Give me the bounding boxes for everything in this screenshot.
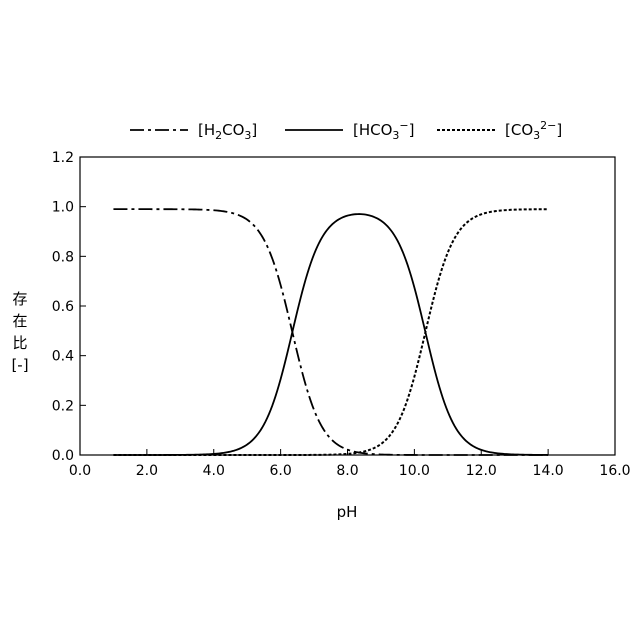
x-axis-title: pH [337, 503, 358, 521]
y-tick-label: 0.2 [52, 398, 74, 414]
x-tick-label: 14.0 [533, 463, 564, 479]
series-line-0 [113, 209, 548, 455]
x-tick-label: 8.0 [336, 463, 358, 479]
legend-label: [HCO3−] [353, 119, 415, 142]
y-tick-label: 0.8 [52, 249, 74, 265]
x-tick-label: 10.0 [399, 463, 430, 479]
legend-label: [CO32−] [505, 119, 562, 142]
y-axis-title-char: 存 [12, 290, 27, 308]
x-tick-label: 16.0 [599, 463, 630, 479]
y-tick-label: 1.0 [52, 200, 74, 216]
x-tick-label: 0.0 [69, 463, 91, 479]
series-line-2 [113, 209, 548, 455]
y-tick-label: 1.2 [52, 150, 74, 166]
legend-label: [H2CO3] [198, 121, 257, 142]
x-tick-label: 4.0 [203, 463, 225, 479]
y-axis-title-char: 在 [12, 312, 27, 330]
x-tick-label: 12.0 [466, 463, 497, 479]
y-axis: 0.0 0.2 0.4 0.6 0.8 1.0 1.2 [52, 150, 86, 464]
x-tick-label: 6.0 [269, 463, 291, 479]
series-line-1 [113, 214, 548, 455]
x-tick-label: 2.0 [136, 463, 158, 479]
plot-area-frame [80, 157, 615, 455]
y-axis-title-char: 比 [12, 334, 27, 352]
y-tick-label: 0.4 [52, 349, 74, 365]
series-lines [113, 209, 548, 455]
chart-legend: [H2CO3] [HCO3−] [CO32−] [130, 119, 562, 142]
y-tick-label: 0.6 [52, 299, 74, 315]
y-tick-label: 0.0 [52, 448, 74, 464]
y-axis-title-char: [-] [11, 356, 28, 374]
y-axis-title: 存在比 [-] [11, 290, 28, 374]
